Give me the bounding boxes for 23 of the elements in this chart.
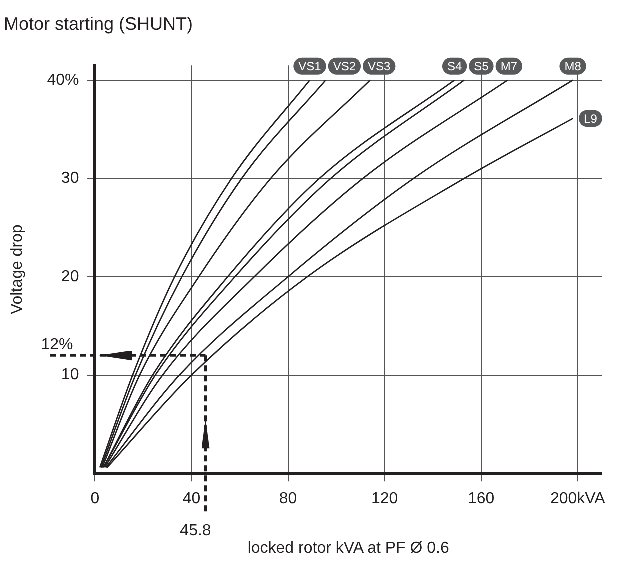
ref-line-label: 12% [41,336,74,354]
x-tick-label: 160 [468,490,495,508]
series-label: VS1 [298,60,322,74]
y-tick-label: 20 [61,268,80,286]
y-axis-title: Voltage drop [9,224,26,315]
series-label: L9 [584,112,598,126]
series-label: M7 [500,60,518,74]
series-label: VS2 [333,60,356,74]
series-label: VS3 [368,60,392,74]
chart-title: Motor starting (SHUNT) [4,14,194,34]
x-tick-label: 40 [182,490,201,508]
ref-line-label: 45.8 [180,522,212,540]
y-tick-label: 10 [61,366,80,384]
y-tick-label: 40% [47,72,80,89]
series-label: M8 [564,60,582,74]
series-label: S5 [474,60,490,74]
y-tick-label: 30 [61,170,80,188]
x-tick-label: 200kVA [550,490,606,508]
x-tick-label: 80 [279,490,298,508]
series-label: S4 [447,60,462,74]
x-axis-title: locked rotor kVA at PF Ø 0.6 [248,540,450,557]
x-tick-label: 120 [371,490,398,508]
x-tick-label: 0 [90,490,100,508]
